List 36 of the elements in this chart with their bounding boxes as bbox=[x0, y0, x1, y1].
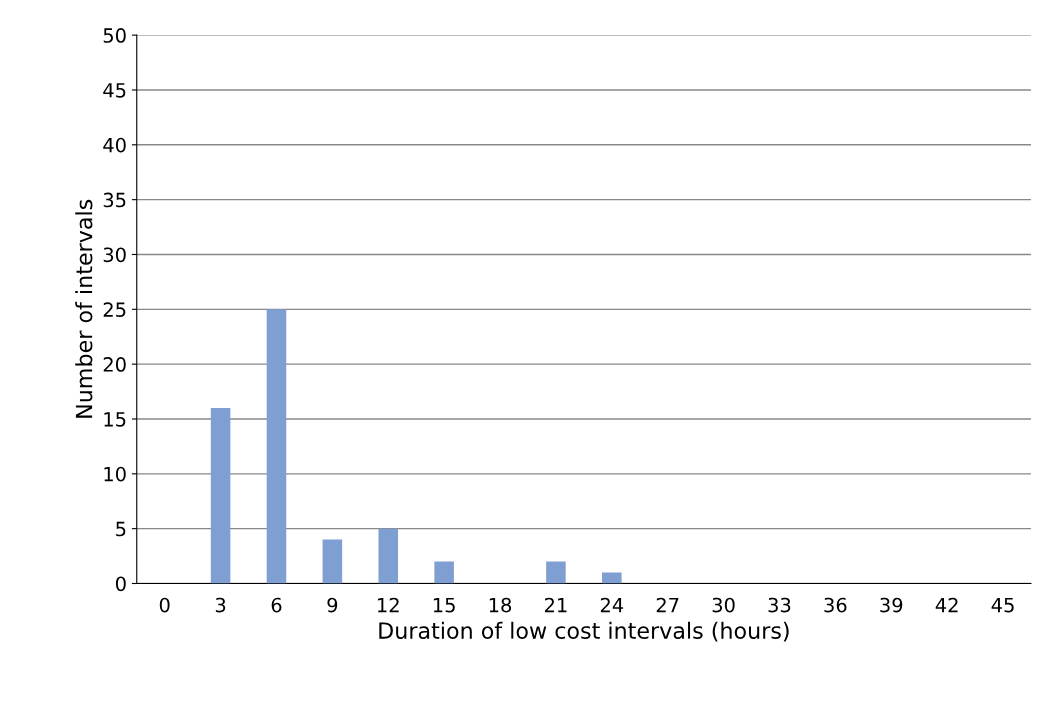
y-tick-label: 40 bbox=[103, 137, 126, 153]
x-tick-label: 18 bbox=[489, 597, 512, 613]
x-tick-label: 9 bbox=[327, 597, 338, 613]
x-tick-label: 36 bbox=[824, 597, 847, 613]
y-tick-label: 45 bbox=[103, 83, 126, 98]
x-tick-label: 24 bbox=[600, 597, 624, 613]
bar bbox=[378, 528, 399, 584]
bar bbox=[546, 561, 566, 584]
bar bbox=[266, 309, 287, 584]
y-tick-label: 20 bbox=[103, 357, 126, 372]
x-tick-label: 39 bbox=[880, 597, 903, 613]
x-tick-label: 12 bbox=[378, 597, 399, 613]
x-tick-label: 33 bbox=[768, 597, 791, 613]
y-tick-label: 15 bbox=[104, 412, 126, 427]
x-tick-label: 45 bbox=[991, 597, 1014, 613]
y-tick-label: 10 bbox=[104, 466, 126, 482]
x-tick-label: 15 bbox=[433, 597, 455, 613]
x-axis-title: Duration of low cost intervals (hours) bbox=[379, 621, 789, 642]
x-tick-label: 42 bbox=[935, 597, 958, 613]
y-tick-label: 5 bbox=[116, 521, 126, 537]
bar bbox=[210, 408, 231, 584]
y-tick-label: 0 bbox=[115, 576, 126, 592]
x-tick-label: 27 bbox=[656, 597, 679, 613]
x-tick-label: 3 bbox=[215, 597, 226, 613]
bar bbox=[434, 561, 454, 584]
y-tick-label: 35 bbox=[103, 192, 126, 208]
bar bbox=[602, 572, 622, 584]
bar bbox=[322, 539, 343, 584]
x-tick-label: 0 bbox=[159, 597, 170, 613]
y-tick-label: 30 bbox=[103, 247, 126, 263]
x-tick-label: 21 bbox=[544, 597, 567, 613]
x-tick-label: 6 bbox=[271, 597, 282, 613]
y-axis-title: Number of intervals bbox=[75, 199, 93, 418]
y-tick-label: 50 bbox=[103, 28, 126, 43]
y-tick-label: 25 bbox=[103, 302, 126, 317]
x-tick-label: 30 bbox=[712, 597, 735, 613]
